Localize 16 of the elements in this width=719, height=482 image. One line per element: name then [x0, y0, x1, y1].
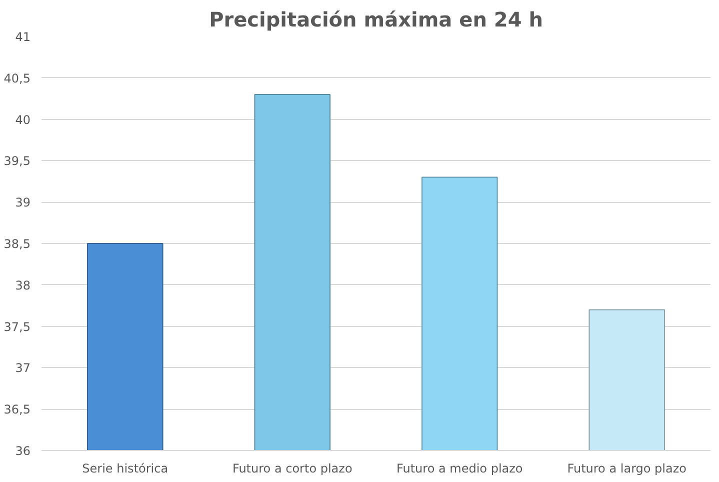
y-tick-label: 37: [15, 361, 31, 376]
x-tick-label: Futuro a medio plazo: [396, 462, 523, 476]
y-tick-label: 39: [15, 196, 31, 210]
y-tick-label: 39,5: [4, 154, 30, 168]
y-tick-label: 36: [15, 444, 31, 458]
x-tick-label: Futuro a corto plazo: [232, 462, 352, 476]
y-tick-label: 36,5: [4, 402, 30, 417]
y-tick-label: 37,5: [4, 320, 30, 334]
y-tick-label: 40: [15, 112, 31, 127]
x-tick-label: Serie histórica: [82, 462, 168, 476]
y-tick-label: 40,5: [4, 71, 30, 86]
x-tick-label: Futuro a largo plazo: [567, 462, 687, 476]
y-tick-label: 38: [15, 278, 31, 292]
y-tick-label: 41: [15, 30, 31, 44]
chart-title: Precipitación máxima en 24 h: [209, 8, 543, 32]
y-tick-label: 38,5: [4, 237, 30, 251]
